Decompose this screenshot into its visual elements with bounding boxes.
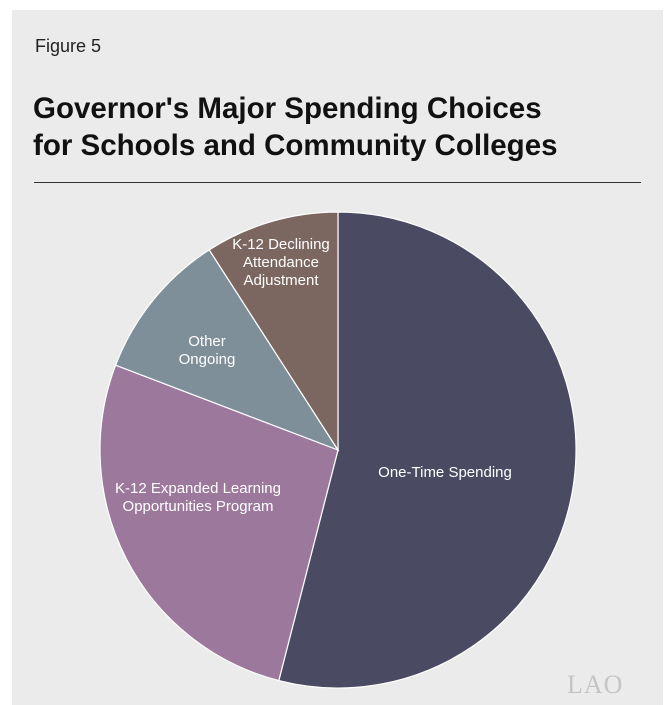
chart-title-line-2: for Schools and Community Colleges — [33, 129, 558, 162]
slice-label-line: One-Time Spending — [378, 464, 512, 481]
title-divider — [34, 182, 641, 183]
pie-slice — [208, 211, 339, 453]
slice-label-line: K-12 Expanded Learning — [115, 480, 281, 497]
lao-logo: LAO — [567, 670, 624, 699]
pie-slices — [99, 211, 577, 689]
slice-label-line: Ongoing — [179, 351, 236, 368]
slice-label: K-12 Expanded Learning Opportunities Prog… — [115, 480, 281, 515]
figure-panel: Figure 5 Governor's Major Spending Choic… — [12, 10, 663, 705]
slice-label-line: Other — [188, 333, 226, 350]
figure-label: Figure 5 — [35, 36, 102, 56]
chart-title-line-1: Governor's Major Spending Choices — [33, 92, 542, 125]
pie-slice — [278, 211, 577, 689]
slice-label-line: Opportunities Program — [123, 498, 274, 515]
slice-label-line: Adjustment — [243, 272, 319, 289]
slice-label-line: Attendance — [243, 254, 319, 271]
slice-label: Other Ongoing — [179, 333, 236, 368]
slice-label: K-12 Declining Attendance Adjustment — [232, 236, 330, 289]
slice-label: One-Time Spending — [378, 464, 512, 481]
slice-label-line: K-12 Declining — [232, 236, 330, 253]
pie-slice — [114, 249, 340, 452]
pie-slice — [99, 364, 339, 682]
chart-title: Governor's Major Spending Choices for Sc… — [33, 90, 653, 164]
